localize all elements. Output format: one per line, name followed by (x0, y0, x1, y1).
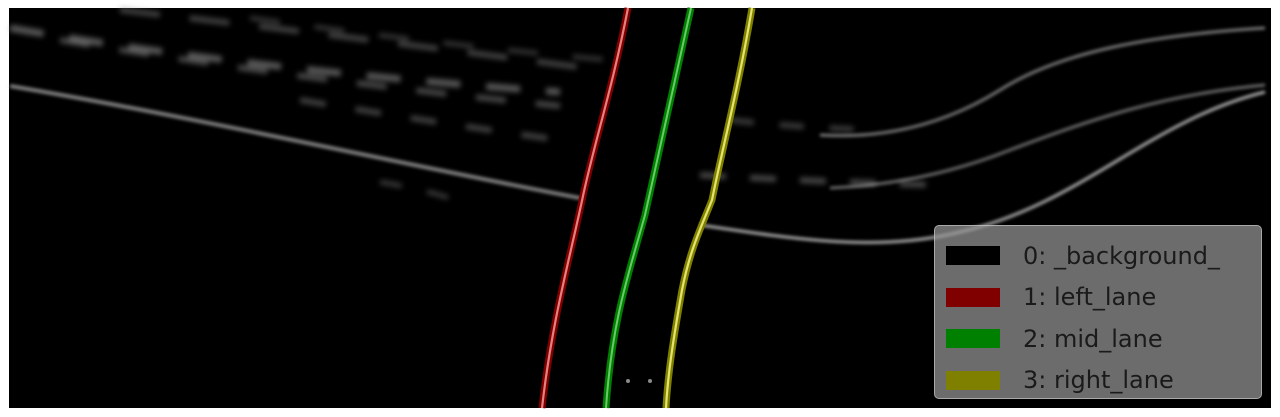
small-road-speckles (626, 379, 652, 383)
legend-entry-background: 0: _background_ (946, 235, 1261, 277)
right-lane-marking (662, 7, 756, 409)
legend-label-left-lane: 1: left_lane (1023, 283, 1157, 312)
left-lane-marking (538, 7, 632, 409)
legend-swatch-mid-lane (946, 329, 1000, 349)
legend-swatch-left-lane (946, 287, 1000, 307)
legend-swatch-background (946, 246, 1000, 266)
legend: 0: _background_ 1: left_lane 2: mid_lane… (934, 225, 1262, 399)
legend-label-mid-lane: 2: mid_lane (1023, 324, 1163, 353)
legend-label-background: 0: _background_ (1023, 241, 1220, 270)
legend-entry-mid-lane: 2: mid_lane (946, 318, 1261, 360)
legend-entry-right-lane: 3: right_lane (946, 360, 1261, 402)
mid-lane-marking (602, 7, 695, 409)
legend-swatch-right-lane (946, 370, 1000, 390)
legend-entry-left-lane: 1: left_lane (946, 277, 1261, 319)
legend-label-right-lane: 3: right_lane (1023, 366, 1174, 395)
background-road-markings (9, 7, 941, 208)
